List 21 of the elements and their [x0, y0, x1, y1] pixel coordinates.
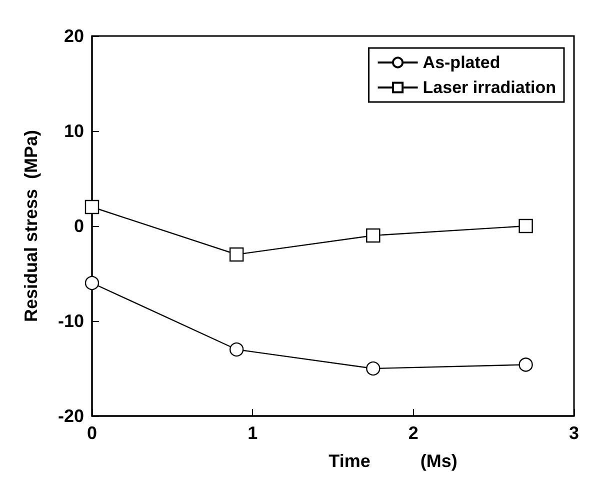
x-tick-label: 2	[408, 423, 418, 443]
point	[230, 247, 244, 262]
point	[366, 228, 380, 243]
point	[84, 276, 100, 290]
point	[230, 342, 244, 357]
legend-label: As-plated	[422, 53, 500, 72]
y-tick-label: 10	[64, 121, 84, 141]
x-tick-label: 3	[568, 423, 580, 443]
legend-label: Laser irradiation	[422, 78, 556, 97]
point	[518, 358, 533, 372]
point	[84, 200, 100, 214]
y-tick-label: 20	[64, 26, 84, 46]
y-tick-label: -10	[58, 311, 84, 331]
point	[518, 218, 533, 234]
y-axis-title: Residual stress (MPa)	[21, 130, 41, 322]
point	[366, 361, 380, 376]
x-tick-label: 0	[86, 423, 98, 443]
y-tick-label: -20	[58, 406, 84, 426]
x-tick-label: 1	[248, 423, 258, 443]
y-tick-label: 0	[74, 216, 84, 236]
x-axis-title: Time (Ms)	[328, 451, 458, 471]
